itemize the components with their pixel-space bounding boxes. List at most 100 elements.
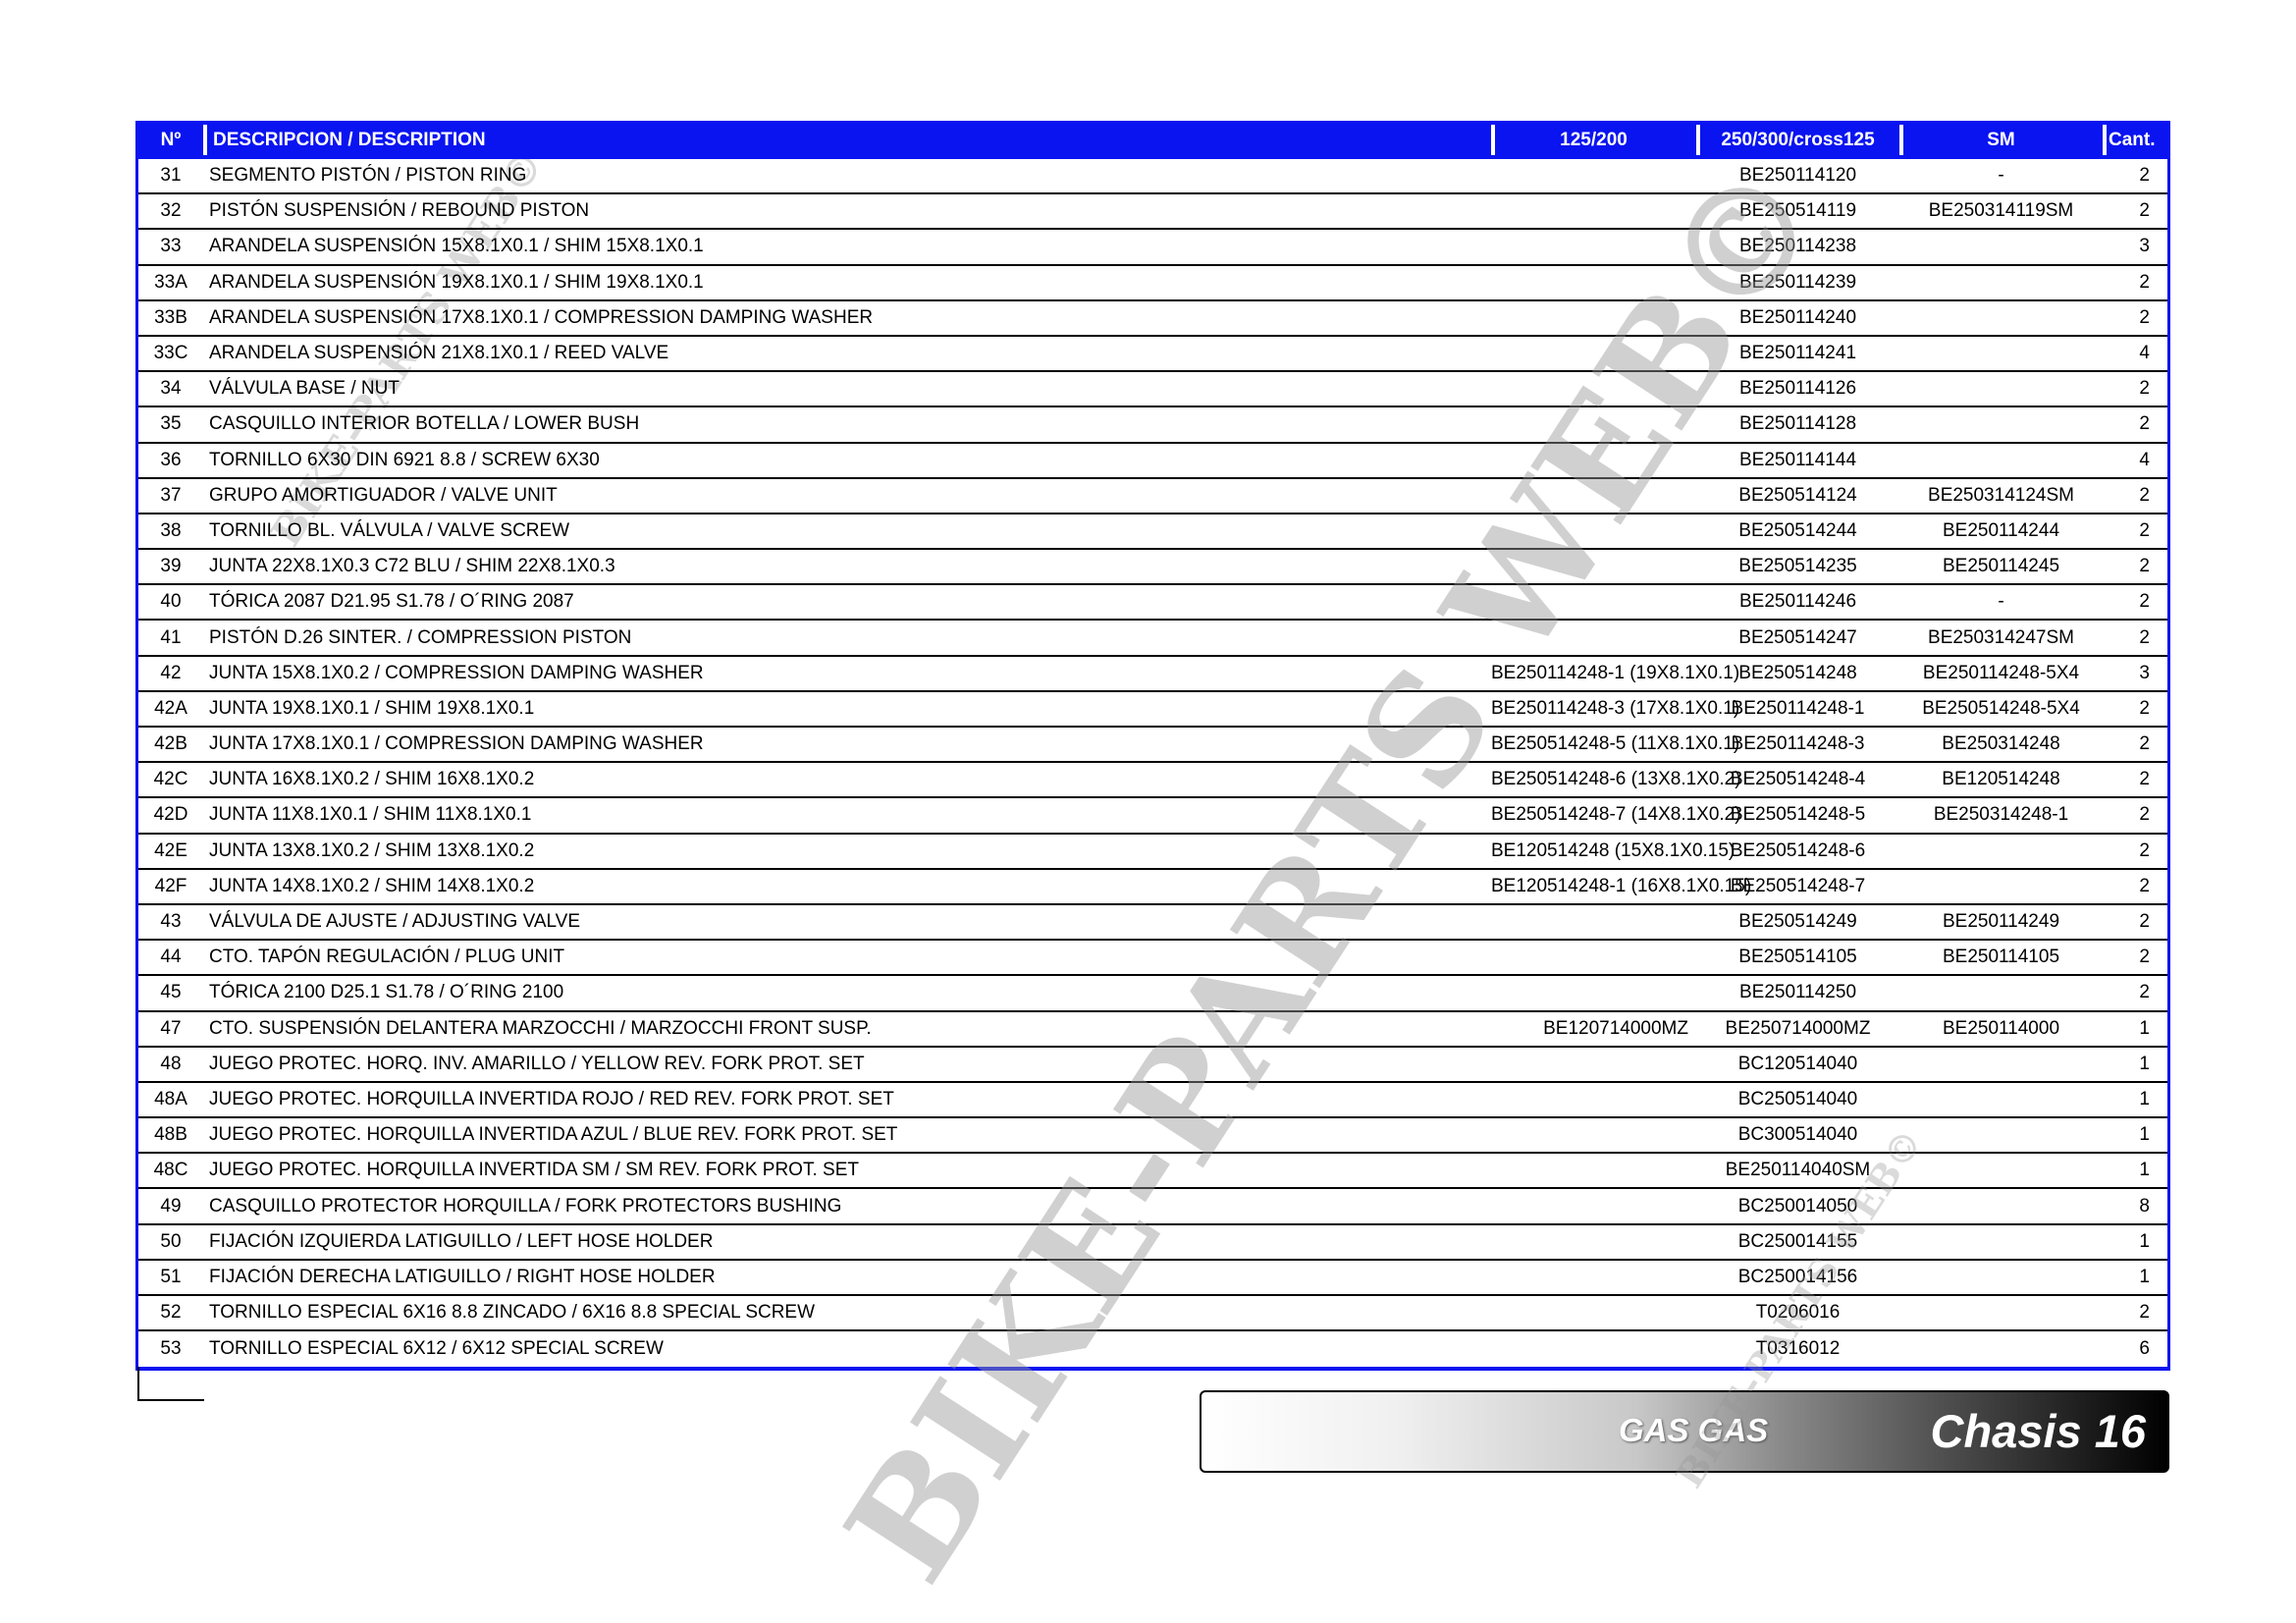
item-quantity: 2 xyxy=(2139,519,2150,541)
part-250-300: BE250514248-7 xyxy=(1730,875,1866,896)
part-sm: - xyxy=(1998,591,2004,613)
table-row: 42F JUNTA 14X8.1X0.2 / SHIM 14X8.1X0.2 BE1… xyxy=(138,870,2167,905)
table-row: 42E JUNTA 13X8.1X0.2 / SHIM 13X8.1X0.2 BE1… xyxy=(138,835,2167,870)
part-125-200: BE250514248-5 (11X8.1X0.1) xyxy=(1491,733,1740,755)
item-number: 39 xyxy=(160,556,182,577)
part-250-300: BE250114248-3 xyxy=(1731,733,1865,755)
table-row: 31 SEGMENTO PISTÓN / PISTON RING BE2501141… xyxy=(138,159,2167,195)
part-250-300: BE250114248-1 xyxy=(1731,697,1865,719)
item-number: 40 xyxy=(160,591,182,613)
item-quantity: 2 xyxy=(2139,271,2150,293)
parts-table: Nº DESCRIPCION / DESCRIPTION 125/200 250… xyxy=(135,121,2170,1372)
table-body: 31 SEGMENTO PISTÓN / PISTON RING BE2501141… xyxy=(138,159,2167,1367)
table-row: 50 FIJACIÓN IZQUIERDA LATIGUILLO / LEFT H… xyxy=(138,1225,2167,1261)
item-description: JUEGO PROTEC. HORQUILLA INVERTIDA SM / S… xyxy=(209,1160,859,1181)
part-250-300: BE250514248-6 xyxy=(1730,839,1866,861)
item-quantity: 2 xyxy=(2139,200,2150,222)
item-description: TORNILLO ESPECIAL 6X16 8.8 ZINCADO / 6X1… xyxy=(209,1302,816,1324)
item-quantity: 2 xyxy=(2139,911,2150,933)
part-125-200: BE250114248-1 (19X8.1X0.1) xyxy=(1491,662,1740,683)
part-250-300: BC120514040 xyxy=(1737,1053,1858,1074)
item-quantity: 2 xyxy=(2139,484,2150,506)
part-sm: BE250514248-5X4 xyxy=(1922,697,2080,719)
item-number: 42A xyxy=(154,697,187,719)
item-number: 44 xyxy=(160,947,182,968)
item-description: JUNTA 16X8.1X0.2 / SHIM 16X8.1X0.2 xyxy=(209,769,535,790)
item-number: 31 xyxy=(160,165,182,187)
part-sm: BE250314248-1 xyxy=(1933,804,2069,826)
item-quantity: 2 xyxy=(2139,875,2150,896)
table-header: Nº DESCRIPCION / DESCRIPTION 125/200 250… xyxy=(138,121,2167,159)
item-quantity: 2 xyxy=(2139,556,2150,577)
table-row: 33C ARANDELA SUSPENSIÓN 21X8.1X0.1 / REED… xyxy=(138,337,2167,373)
item-quantity: 2 xyxy=(2139,626,2150,648)
footer-banner: GAS GAS Chasis 16 xyxy=(1200,1390,2169,1473)
header-quantity: Cant. xyxy=(2103,121,2167,159)
item-number: 48B xyxy=(154,1124,187,1146)
part-sm: BE250114244 xyxy=(1942,519,2060,541)
header-number: Nº xyxy=(160,129,182,150)
part-250-300: BE250114144 xyxy=(1738,449,1857,470)
item-quantity: 4 xyxy=(2139,343,2150,364)
table-row: 51 FIJACIÓN DERECHA LATIGUILLO / RIGHT HO… xyxy=(138,1261,2167,1296)
item-quantity: 2 xyxy=(2139,378,2150,400)
item-number: 42 xyxy=(160,662,182,683)
table-row: 40 TÓRICA 2087 D21.95 S1.78 / O´RING 2087… xyxy=(138,585,2167,622)
brand-label: GAS GAS xyxy=(1619,1412,1769,1448)
table-row: 48 JUEGO PROTEC. HORQ. INV. AMARILLO / YE… xyxy=(138,1048,2167,1083)
item-description: CASQUILLO INTERIOR BOTELLA / LOWER BUSH xyxy=(209,413,640,435)
part-250-300: BE250114126 xyxy=(1738,378,1857,400)
table-row: 38 TORNILLO BL. VÁLVULA / VALVE SCREW BE25… xyxy=(138,514,2167,551)
table-row: 34 VÁLVULA BASE / NUT BE250114126 2 xyxy=(138,372,2167,408)
item-number: 34 xyxy=(160,378,182,400)
part-250-300: BC300514040 xyxy=(1737,1124,1858,1146)
table-row: 39 JUNTA 22X8.1X0.3 C72 BLU / SHIM 22X8.1… xyxy=(138,550,2167,586)
item-description: SEGMENTO PISTÓN / PISTON RING xyxy=(209,165,527,187)
item-number: 47 xyxy=(160,1017,182,1039)
part-sm: BE250114105 xyxy=(1942,947,2060,968)
item-number: 53 xyxy=(160,1338,182,1360)
item-number: 33C xyxy=(153,343,188,364)
item-number: 43 xyxy=(160,911,182,933)
item-quantity: 1 xyxy=(2139,1088,2150,1109)
part-250-300: BE250114250 xyxy=(1738,982,1857,1003)
item-description: JUNTA 11X8.1X0.1 / SHIM 11X8.1X0.1 xyxy=(209,804,532,826)
item-description: JUNTA 17X8.1X0.1 / COMPRESSION DAMPING W… xyxy=(209,733,704,755)
part-sm: BE250114249 xyxy=(1942,911,2060,933)
item-quantity: 2 xyxy=(2139,769,2150,790)
item-quantity: 1 xyxy=(2139,1053,2150,1074)
table-row: 42D JUNTA 11X8.1X0.1 / SHIM 11X8.1X0.1 BE2… xyxy=(138,798,2167,835)
section-title: Chasis 16 xyxy=(1930,1405,2146,1457)
item-description: ARANDELA SUSPENSIÓN 15X8.1X0.1 / SHIM 15… xyxy=(209,236,704,257)
item-number: 48A xyxy=(154,1088,187,1109)
item-number: 42F xyxy=(154,875,187,896)
item-quantity: 3 xyxy=(2139,236,2150,257)
part-sm: BE250314124SM xyxy=(1928,484,2074,506)
part-250-300: BE250114128 xyxy=(1738,413,1857,435)
item-number: 32 xyxy=(160,200,182,222)
part-125-200: BE250514248-6 (13X8.1X0.2) xyxy=(1491,769,1741,790)
item-number: 33A xyxy=(154,271,187,293)
item-description: JUEGO PROTEC. HORQUILLA INVERTIDA ROJO /… xyxy=(209,1088,894,1109)
table-row: 48B JUEGO PROTEC. HORQUILLA INVERTIDA AZU… xyxy=(138,1118,2167,1155)
item-description: ARANDELA SUSPENSIÓN 17X8.1X0.1 / COMPRES… xyxy=(209,306,874,328)
part-125-200: BE120714000MZ xyxy=(1543,1017,1688,1039)
part-250-300: BE250514244 xyxy=(1738,519,1857,541)
part-250-300: T0316012 xyxy=(1755,1338,1841,1360)
corner-mark xyxy=(137,1367,139,1401)
item-number: 35 xyxy=(160,413,182,435)
item-quantity: 2 xyxy=(2139,1302,2150,1324)
table-row: 47 CTO. SUSPENSIÓN DELANTERA MARZOCCHI / … xyxy=(138,1012,2167,1048)
item-quantity: 2 xyxy=(2139,733,2150,755)
item-number: 42B xyxy=(154,733,187,755)
item-description: FIJACIÓN IZQUIERDA LATIGUILLO / LEFT HOS… xyxy=(209,1230,714,1252)
item-number: 33 xyxy=(160,236,182,257)
item-number: 42C xyxy=(153,769,188,790)
part-sm: BE250114000 xyxy=(1942,1017,2060,1039)
item-description: TORNILLO BL. VÁLVULA / VALVE SCREW xyxy=(209,519,570,541)
table-row: 37 GRUPO AMORTIGUADOR / VALVE UNIT BE25051… xyxy=(138,479,2167,514)
part-sm: - xyxy=(1998,165,2004,187)
item-quantity: 1 xyxy=(2139,1230,2150,1252)
item-description: TÓRICA 2087 D21.95 S1.78 / O´RING 2087 xyxy=(209,591,574,613)
item-number: 48C xyxy=(153,1160,188,1181)
